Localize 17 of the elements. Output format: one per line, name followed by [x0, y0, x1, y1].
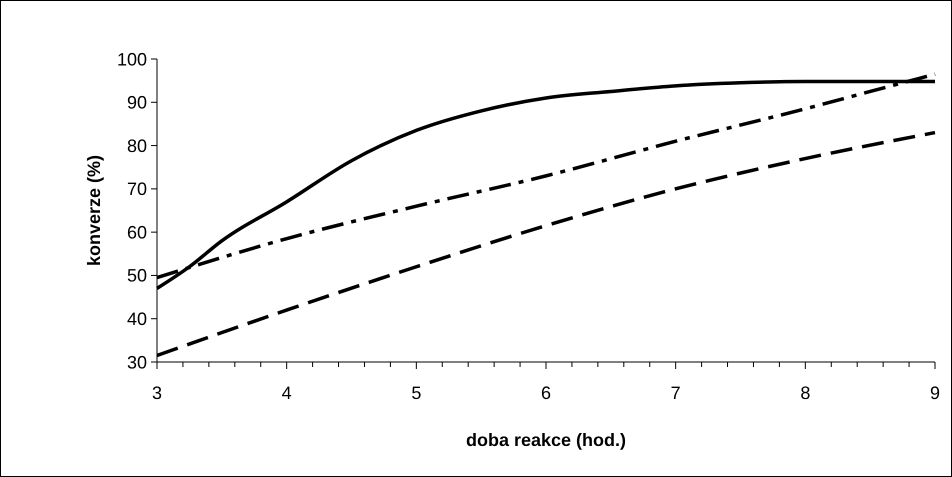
- x-axis-title: doba reakce (hod.): [466, 430, 626, 450]
- y-tick-label: 100: [116, 49, 147, 70]
- x-tick-label: 3: [152, 383, 162, 403]
- y-tick-label: 90: [126, 92, 147, 113]
- x-tick-label: 5: [411, 383, 422, 403]
- x-tick-label: 9: [930, 383, 940, 403]
- x-tick-label: 7: [670, 383, 681, 403]
- y-tick-label: 40: [126, 309, 147, 330]
- x-tick-label: 8: [800, 383, 810, 403]
- y-tick-label: 80: [126, 136, 147, 156]
- y-axis-title: konverze (%): [84, 154, 104, 266]
- y-tick-label: 30: [126, 352, 147, 372]
- x-tick-label: 4: [282, 383, 292, 403]
- y-tick-label: 70: [126, 179, 147, 200]
- y-tick-label: 60: [126, 222, 147, 242]
- y-tick-label: 50: [126, 266, 147, 286]
- x-tick-label: 6: [540, 383, 552, 403]
